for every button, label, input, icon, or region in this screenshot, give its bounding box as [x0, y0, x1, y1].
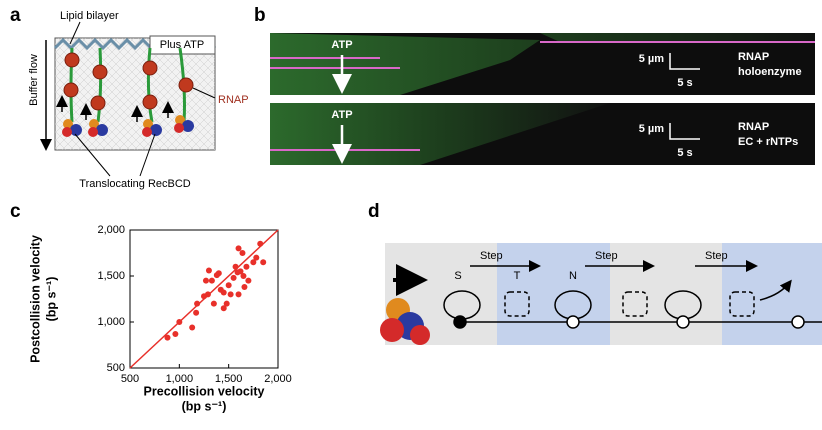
atp-label: ATP — [331, 39, 352, 51]
point — [237, 268, 244, 275]
x-tick-label: 2,000 — [264, 373, 292, 385]
x-tick-label: 1,000 — [166, 373, 194, 385]
panel-label: b — [254, 5, 266, 26]
plus-atp: Plus ATP — [160, 39, 204, 51]
x-axis-label: (bp s⁻¹) — [182, 399, 227, 413]
release-arrow — [759, 279, 792, 301]
point — [215, 270, 222, 277]
y-axis-label: Postcollision velocity — [28, 235, 42, 363]
point — [243, 263, 250, 270]
flow-label: Buffer flow — [28, 54, 40, 106]
panel-d: Step Step Step S T N — [380, 243, 822, 345]
panel-label: c — [10, 201, 21, 222]
point — [220, 305, 227, 312]
point — [220, 289, 227, 296]
recbcd-label: Translocating RecBCD — [79, 178, 191, 190]
x-axis-label: Precollision velocity — [144, 384, 265, 398]
point — [189, 324, 196, 331]
atp-box — [149, 35, 216, 55]
point — [172, 330, 179, 337]
point — [223, 300, 230, 307]
point — [240, 273, 247, 279]
point — [257, 240, 264, 247]
point — [235, 245, 242, 252]
zone — [722, 243, 822, 345]
panel-label: d — [368, 201, 380, 222]
y-axis-label: (bp s⁻¹) — [44, 277, 58, 322]
atp-label: ATP — [331, 109, 352, 121]
point — [232, 263, 239, 270]
pointer — [69, 21, 81, 45]
kymo-label: RNAP — [738, 121, 769, 133]
step-label: Step — [705, 250, 728, 262]
point — [202, 277, 209, 284]
recbcd — [62, 115, 194, 137]
scale-time: 5 s — [677, 147, 692, 159]
kymograph-signal — [270, 33, 815, 95]
pointer — [192, 87, 216, 99]
point — [194, 300, 201, 307]
step-label: Step — [480, 250, 503, 262]
state-label: S — [454, 270, 461, 282]
point — [227, 291, 234, 298]
rnap — [63, 52, 194, 111]
pointer — [74, 133, 156, 177]
y-tick-label: 1,000 — [97, 316, 125, 328]
point — [193, 309, 200, 316]
point — [241, 284, 248, 291]
panel-c: 500 1,000 1,500 2,0005001,0001,5002,000Prec… — [28, 224, 291, 413]
kymograph-trace — [270, 41, 815, 69]
point — [176, 319, 183, 325]
zone — [497, 243, 610, 345]
point — [235, 291, 242, 298]
point — [164, 334, 171, 341]
state-label: T — [514, 270, 521, 282]
recbcd — [380, 298, 430, 345]
lipid-label: Lipid bilayer — [60, 10, 119, 22]
scale-bar — [669, 53, 700, 70]
motion-arrows — [56, 95, 174, 122]
step-label: Step — [595, 250, 618, 262]
point — [239, 250, 246, 256]
point — [253, 254, 260, 261]
scale-length: 5 µm — [639, 53, 665, 65]
panel-b: ATP 5 µm 5 s RNAP holoenzyme ATP 5 µm 5 s RNAP EC… — [270, 33, 815, 165]
point — [205, 267, 212, 274]
panel-a: Plus ATP Lipid bilayer Buffer flow RNAP … — [28, 10, 249, 190]
promoter — [453, 315, 805, 329]
scale-bar — [669, 123, 700, 140]
point — [210, 300, 217, 307]
panel-label: a — [10, 5, 21, 26]
point — [245, 277, 252, 284]
point — [208, 277, 215, 284]
point — [225, 282, 232, 289]
point — [250, 259, 257, 266]
point — [260, 259, 267, 266]
x-tick-label: 500 — [121, 373, 139, 385]
kymo-label: RNAP — [738, 51, 769, 63]
scale-time: 5 s — [677, 77, 692, 89]
y-tick-label: 500 — [107, 362, 125, 374]
y-tick-label: 2,000 — [97, 224, 125, 236]
kymo-label: holoenzyme — [738, 66, 802, 78]
x-tick-label: 1,500 — [215, 373, 243, 385]
y-tick-label: 1,500 — [97, 270, 125, 282]
point — [230, 274, 237, 281]
rnap-label: RNAP — [218, 94, 249, 106]
scale-length: 5 µm — [639, 123, 665, 135]
kymo-label: EC + rNTPs — [738, 136, 798, 148]
plot-frame — [129, 229, 279, 369]
point — [204, 291, 211, 298]
state-label: N — [569, 270, 577, 282]
zone — [610, 243, 722, 345]
